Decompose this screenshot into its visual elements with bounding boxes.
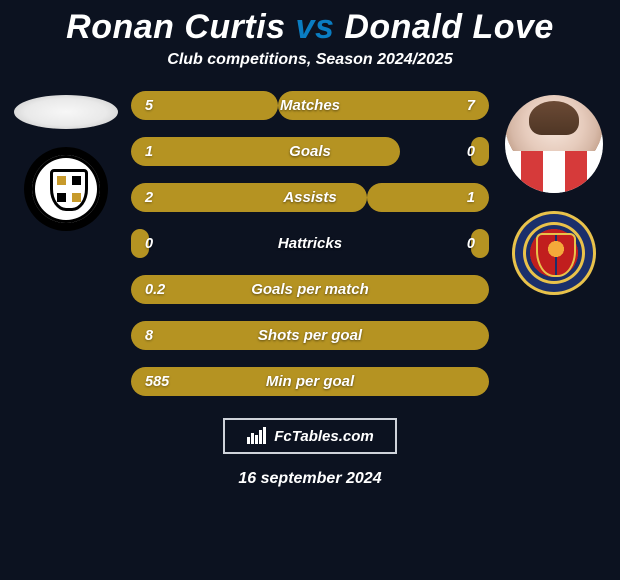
player1-club-crest xyxy=(24,147,108,231)
stat-row: 57Matches xyxy=(131,91,489,120)
subtitle: Club competitions, Season 2024/2025 xyxy=(0,51,620,91)
stat-row: 21Assists xyxy=(131,183,489,212)
stat-row: 0.2Goals per match xyxy=(131,275,489,304)
title-player1: Ronan Curtis xyxy=(66,8,285,46)
stat-row: 585Min per goal xyxy=(131,367,489,396)
stat-bars: 57Matches 10Goals 21Assists 00Hattricks 0.2G… xyxy=(131,91,489,396)
player1-avatar xyxy=(14,95,118,129)
stat-label: Matches xyxy=(131,91,489,120)
stat-label: Hattricks xyxy=(131,229,489,258)
stat-row: 00Hattricks xyxy=(131,229,489,258)
stat-label: Min per goal xyxy=(131,367,489,396)
stat-label: Shots per goal xyxy=(131,321,489,350)
player2-avatar xyxy=(505,95,603,193)
player2-club-crest xyxy=(512,211,596,295)
page-title: Ronan Curtis vs Donald Love xyxy=(0,0,620,51)
title-player2: Donald Love xyxy=(344,8,554,46)
stat-row: 10Goals xyxy=(131,137,489,166)
comparison-panel: 57Matches 10Goals 21Assists 00Hattricks 0.2G… xyxy=(0,91,620,396)
branding-text: FcTables.com xyxy=(274,428,373,445)
date-text: 16 september 2024 xyxy=(0,470,620,488)
branding-box: FcTables.com xyxy=(223,418,397,454)
right-side xyxy=(499,91,609,295)
stat-label: Assists xyxy=(131,183,489,212)
bar-chart-icon xyxy=(246,427,268,445)
stat-row: 8Shots per goal xyxy=(131,321,489,350)
stat-label: Goals per match xyxy=(131,275,489,304)
left-side xyxy=(11,91,121,231)
stat-label: Goals xyxy=(131,137,489,166)
title-vs: vs xyxy=(296,8,335,46)
